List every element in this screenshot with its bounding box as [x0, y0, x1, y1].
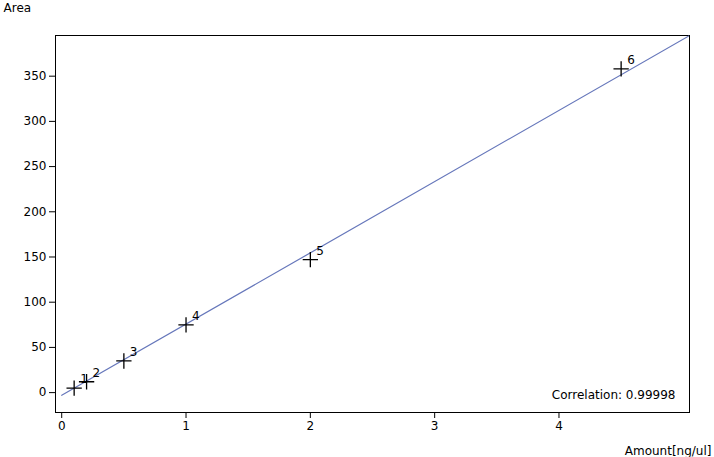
svg-text:Area: Area: [4, 1, 32, 15]
svg-text:5: 5: [316, 244, 324, 258]
svg-text:3: 3: [130, 345, 138, 359]
svg-text:1: 1: [182, 419, 190, 433]
svg-text:250: 250: [24, 159, 47, 173]
svg-text:Amount[ng/ul]: Amount[ng/ul]: [625, 444, 712, 457]
svg-text:150: 150: [24, 250, 47, 264]
svg-text:100: 100: [24, 295, 47, 309]
svg-text:350: 350: [24, 69, 47, 83]
svg-text:Correlation: 0.99998: Correlation: 0.99998: [552, 388, 676, 402]
svg-text:50: 50: [31, 340, 46, 354]
svg-text:2: 2: [93, 366, 101, 380]
svg-text:0: 0: [39, 385, 47, 399]
svg-text:0: 0: [58, 419, 66, 433]
svg-text:300: 300: [24, 114, 47, 128]
svg-text:4: 4: [555, 419, 563, 433]
svg-text:6: 6: [627, 53, 635, 67]
svg-text:1: 1: [80, 372, 88, 386]
svg-text:200: 200: [24, 205, 47, 219]
svg-text:2: 2: [307, 419, 315, 433]
svg-text:4: 4: [192, 309, 200, 323]
svg-text:3: 3: [431, 419, 439, 433]
